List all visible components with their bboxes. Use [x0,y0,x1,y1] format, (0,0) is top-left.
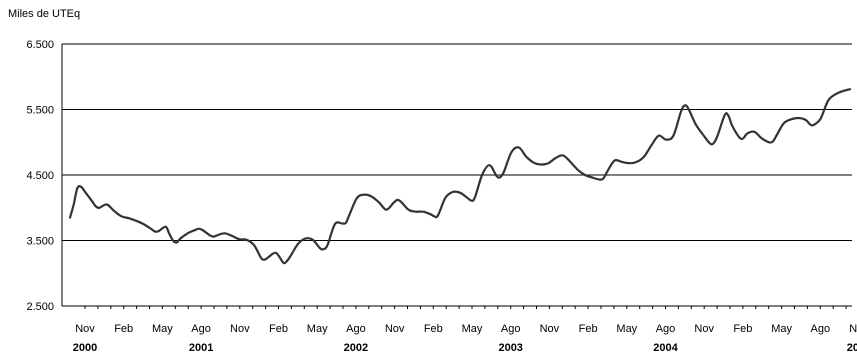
year-label: 2005 [847,342,857,354]
x-tick-label: Ago [811,323,831,335]
x-tick-label: Feb [424,323,443,335]
y-tick-label: 5.500 [26,105,54,117]
year-label: 2001 [189,342,213,354]
x-tick-label: Feb [269,323,288,335]
x-tick-label: Ago [346,323,366,335]
y-tick-labels: 2.500 3.500 4.500 5.500 6.500 [26,39,54,313]
x-tick-label: Feb [733,323,752,335]
gridlines [62,43,852,241]
y-tick-label: 6.500 [26,39,54,51]
x-tick-label: Feb [579,323,598,335]
x-tick-label: May [462,323,483,335]
year-label: 2003 [498,342,522,354]
series-group [68,88,852,265]
year-label: 2002 [344,342,368,354]
x-tick-label: Nov [849,323,857,335]
y-axis-label: Miles de UTEq [8,8,80,20]
x-tick-label: Nov [75,323,95,335]
x-tick-label: Ago [501,323,521,335]
x-tick-label: Nov [230,323,250,335]
x-tick-label: Nov [540,323,560,335]
year-label: 2000 [73,342,97,354]
y-tick-label: 3.500 [26,236,54,248]
x-tick-label: Nov [694,323,714,335]
x-tick-label: May [616,323,637,335]
x-tick-label: May [771,323,792,335]
x-tick-label: Nov [385,323,405,335]
x-tick-label: Ago [656,323,676,335]
x-tick-labels: Nov Feb May Ago Nov Feb May Ago Nov Feb May Ago Nov F… [75,323,857,335]
year-label: 2004 [653,342,678,354]
axes [61,44,852,309]
x-tick-label: May [152,323,173,335]
year-labels: 2000 2001 2002 2003 2004 2005 [73,342,857,354]
x-tick-label: Ago [191,323,211,335]
y-tick-label: 4.500 [26,170,54,182]
x-tick-label: Feb [114,323,133,335]
x-tick-label: May [307,323,328,335]
y-tick-label: 2.500 [26,301,54,313]
series-line [68,88,852,265]
